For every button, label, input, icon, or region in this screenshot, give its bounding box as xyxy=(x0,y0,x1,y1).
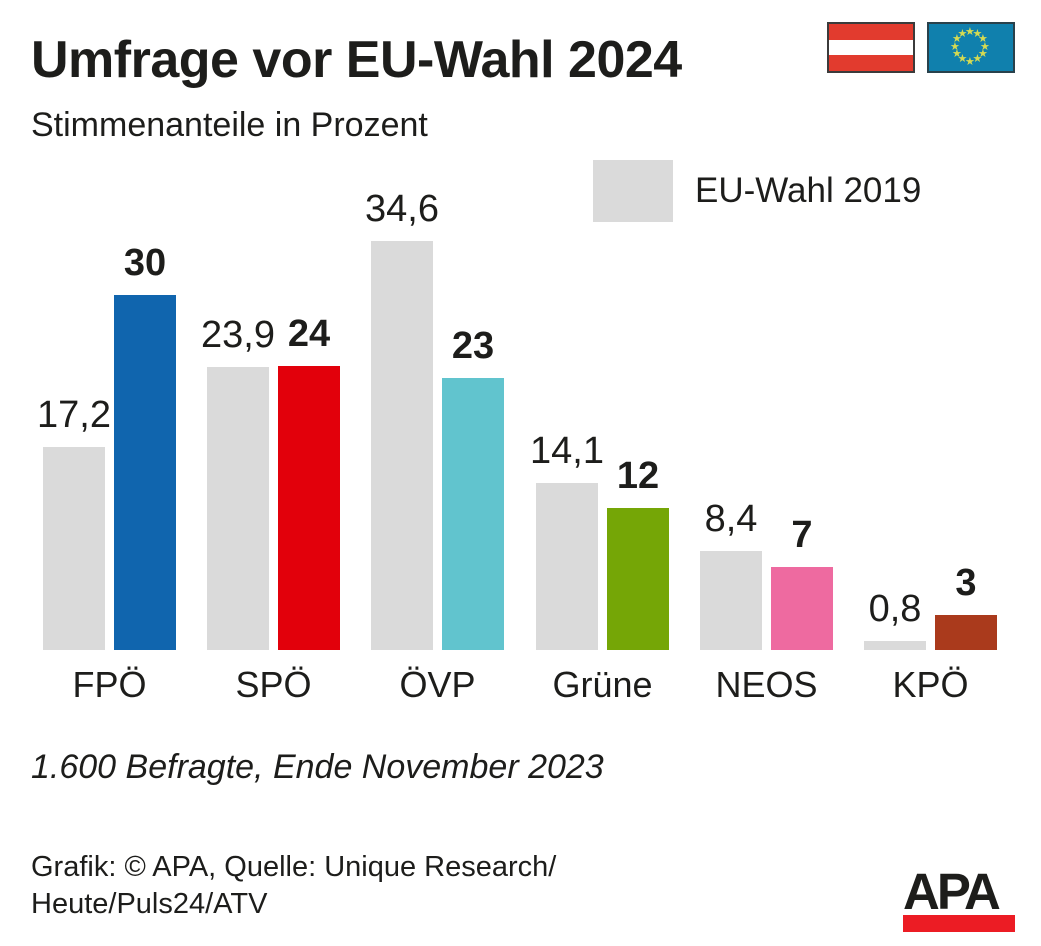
eu-star-icon: ★ xyxy=(980,40,990,53)
category-label-kpo: KPÖ xyxy=(892,664,969,705)
credits-line2: Heute/Puls24/ATV xyxy=(31,888,268,920)
apa-logo-red-bar xyxy=(903,915,1015,932)
eu-star-icon: ★ xyxy=(952,33,962,45)
category-label-neos: NEOS xyxy=(715,664,818,705)
apa-logo-text: APA xyxy=(903,863,1001,920)
eu-star-icon: ★ xyxy=(965,55,975,68)
legend: EU-Wahl 2019 xyxy=(593,160,921,222)
legend-swatch-2019 xyxy=(593,160,673,222)
value-2019-fpo: 17,2 xyxy=(37,394,111,436)
bar-survey-neos xyxy=(771,567,833,650)
bar-survey-grune xyxy=(607,508,669,650)
category-label-spo: SPÖ xyxy=(235,664,312,705)
value-survey-fpo: 30 xyxy=(123,242,167,284)
value-survey-neos: 7 xyxy=(791,514,813,556)
eu-star-icon: ★ xyxy=(977,33,988,45)
category-label-ovp: ÖVP xyxy=(399,664,476,705)
value-survey-spo: 24 xyxy=(287,313,331,355)
bar-2019-fpo xyxy=(43,447,105,650)
bar-survey-kpo xyxy=(935,615,997,650)
eu-star-icon: ★ xyxy=(977,48,988,60)
value-2019-grune: 14,1 xyxy=(530,430,604,472)
legend-label: EU-Wahl 2019 xyxy=(695,171,922,210)
apa-logo: APA xyxy=(903,863,1015,932)
value-2019-kpo: 0,8 xyxy=(868,588,922,630)
value-2019-spo: 23,9 xyxy=(201,314,275,356)
value-2019-ovp: 34,6 xyxy=(365,188,439,230)
bar-2019-ovp xyxy=(371,241,433,650)
bar-2019-neos xyxy=(700,551,762,650)
credits: Grafik: © APA, Quelle: Unique Research/ … xyxy=(31,849,556,923)
credits-line1: Grafik: © APA, Quelle: Unique Research/ xyxy=(31,851,557,883)
eu-star-icon: ★ xyxy=(957,53,968,66)
value-survey-kpo: 3 xyxy=(955,562,977,604)
eu-star-icon: ★ xyxy=(957,27,968,40)
category-label-grune: Grüne xyxy=(552,664,653,705)
bar-survey-fpo xyxy=(114,295,176,650)
page-title: Umfrage vor EU-Wahl 2024 xyxy=(31,31,682,89)
bar-survey-spo xyxy=(278,366,340,650)
value-survey-ovp: 23 xyxy=(451,325,495,367)
eu-star-icon: ★ xyxy=(965,25,975,38)
bar-survey-ovp xyxy=(442,378,504,650)
bar-2019-spo xyxy=(207,367,269,650)
eu-star-icon: ★ xyxy=(950,40,960,53)
eu-flag-icon: ★ ★ ★ ★ ★ ★ ★ ★ ★ ★ ★ ★ xyxy=(927,22,1015,73)
category-label-fpo: FPÖ xyxy=(72,664,147,705)
eu-star-icon: ★ xyxy=(972,53,983,66)
value-survey-grune: 12 xyxy=(616,455,660,497)
eu-star-icon: ★ xyxy=(952,48,962,60)
austria-flag-stripe-middle xyxy=(829,39,913,56)
austria-flag-stripe-top xyxy=(829,24,913,40)
eu-star-icon: ★ xyxy=(972,27,983,40)
value-2019-neos: 8,4 xyxy=(704,498,758,540)
page-subtitle: Stimmenanteile in Prozent xyxy=(31,106,428,144)
austria-flag-icon xyxy=(827,22,915,73)
bar-2019-kpo xyxy=(864,641,926,650)
footnote: 1.600 Befragte, Ende November 2023 xyxy=(31,748,604,786)
austria-flag-stripe-bottom xyxy=(829,55,913,72)
bar-2019-grune xyxy=(536,483,598,650)
